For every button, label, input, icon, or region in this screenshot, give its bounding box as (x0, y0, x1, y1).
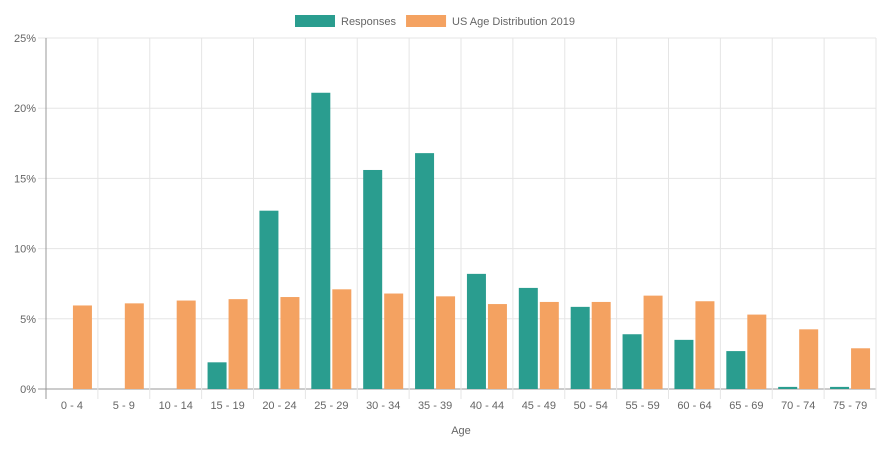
x-tick-label: 25 - 29 (314, 400, 348, 412)
bar-us-age (176, 300, 196, 389)
y-tick-label: 20% (14, 103, 36, 115)
legend[interactable]: Responses US Age Distribution 2019 (295, 15, 575, 28)
bar-us-age (591, 301, 611, 389)
x-tick-label: 65 - 69 (729, 400, 763, 412)
y-tick-label: 15% (14, 173, 36, 185)
legend-label[interactable]: US Age Distribution 2019 (452, 16, 575, 28)
bar-responses (311, 92, 331, 390)
bar-us-age (124, 303, 144, 389)
bar-responses (726, 351, 746, 389)
bar-responses (259, 210, 279, 389)
grid (38, 37, 877, 399)
x-tick-label: 75 - 79 (833, 400, 867, 412)
x-tick-label: 60 - 64 (677, 400, 711, 412)
bar-us-age (539, 301, 559, 389)
y-tick-label: 0% (20, 384, 36, 396)
x-tick-label: 5 - 9 (113, 400, 135, 412)
bar-us-age (851, 348, 871, 389)
x-tick-label: 10 - 14 (159, 400, 193, 412)
x-tick-label: 40 - 44 (470, 400, 504, 412)
x-tick-label: 20 - 24 (262, 400, 296, 412)
bar-us-age (695, 301, 715, 389)
bar-us-age (280, 297, 300, 389)
bar-responses (570, 306, 590, 389)
bar-us-age (487, 304, 507, 389)
x-tick-label: 30 - 34 (366, 400, 400, 412)
bar-responses (778, 386, 798, 389)
legend-swatch[interactable] (295, 15, 335, 27)
y-tick-label: 10% (14, 244, 36, 256)
bar-us-age (332, 289, 352, 389)
y-tick-label: 25% (14, 33, 36, 45)
x-tick-label: 70 - 74 (781, 400, 815, 412)
bar-us-age (436, 296, 456, 389)
x-tick-label: 15 - 19 (210, 400, 244, 412)
bar-us-age (384, 293, 404, 389)
bar-us-age (799, 329, 819, 389)
bar-responses (674, 339, 694, 389)
x-tick-label: 0 - 4 (61, 400, 83, 412)
bar-responses (363, 169, 383, 389)
bar-responses (518, 287, 538, 389)
bar-responses (207, 362, 227, 389)
x-tick-label: 50 - 54 (574, 400, 608, 412)
x-tick-label: 35 - 39 (418, 400, 452, 412)
bar-us-age (747, 314, 767, 389)
axes: 0% 5% 10% 15% 20% 25% 0 - 4 5 - 9 10 - 14 15 - 19… (14, 33, 867, 412)
bar-responses (830, 386, 850, 389)
bar-us-age (643, 295, 663, 389)
x-tick-label: 55 - 59 (625, 400, 659, 412)
bars (72, 92, 871, 390)
bar-responses (622, 334, 642, 389)
legend-swatch[interactable] (406, 15, 447, 27)
x-tick-label: 45 - 49 (522, 400, 556, 412)
legend-label[interactable]: Responses (341, 16, 397, 28)
bar-responses (415, 153, 435, 389)
bar-responses (466, 273, 486, 389)
bar-us-age (228, 299, 248, 389)
bar-us-age (72, 305, 92, 389)
x-axis-label: Age (451, 425, 471, 437)
y-tick-label: 5% (20, 314, 36, 326)
